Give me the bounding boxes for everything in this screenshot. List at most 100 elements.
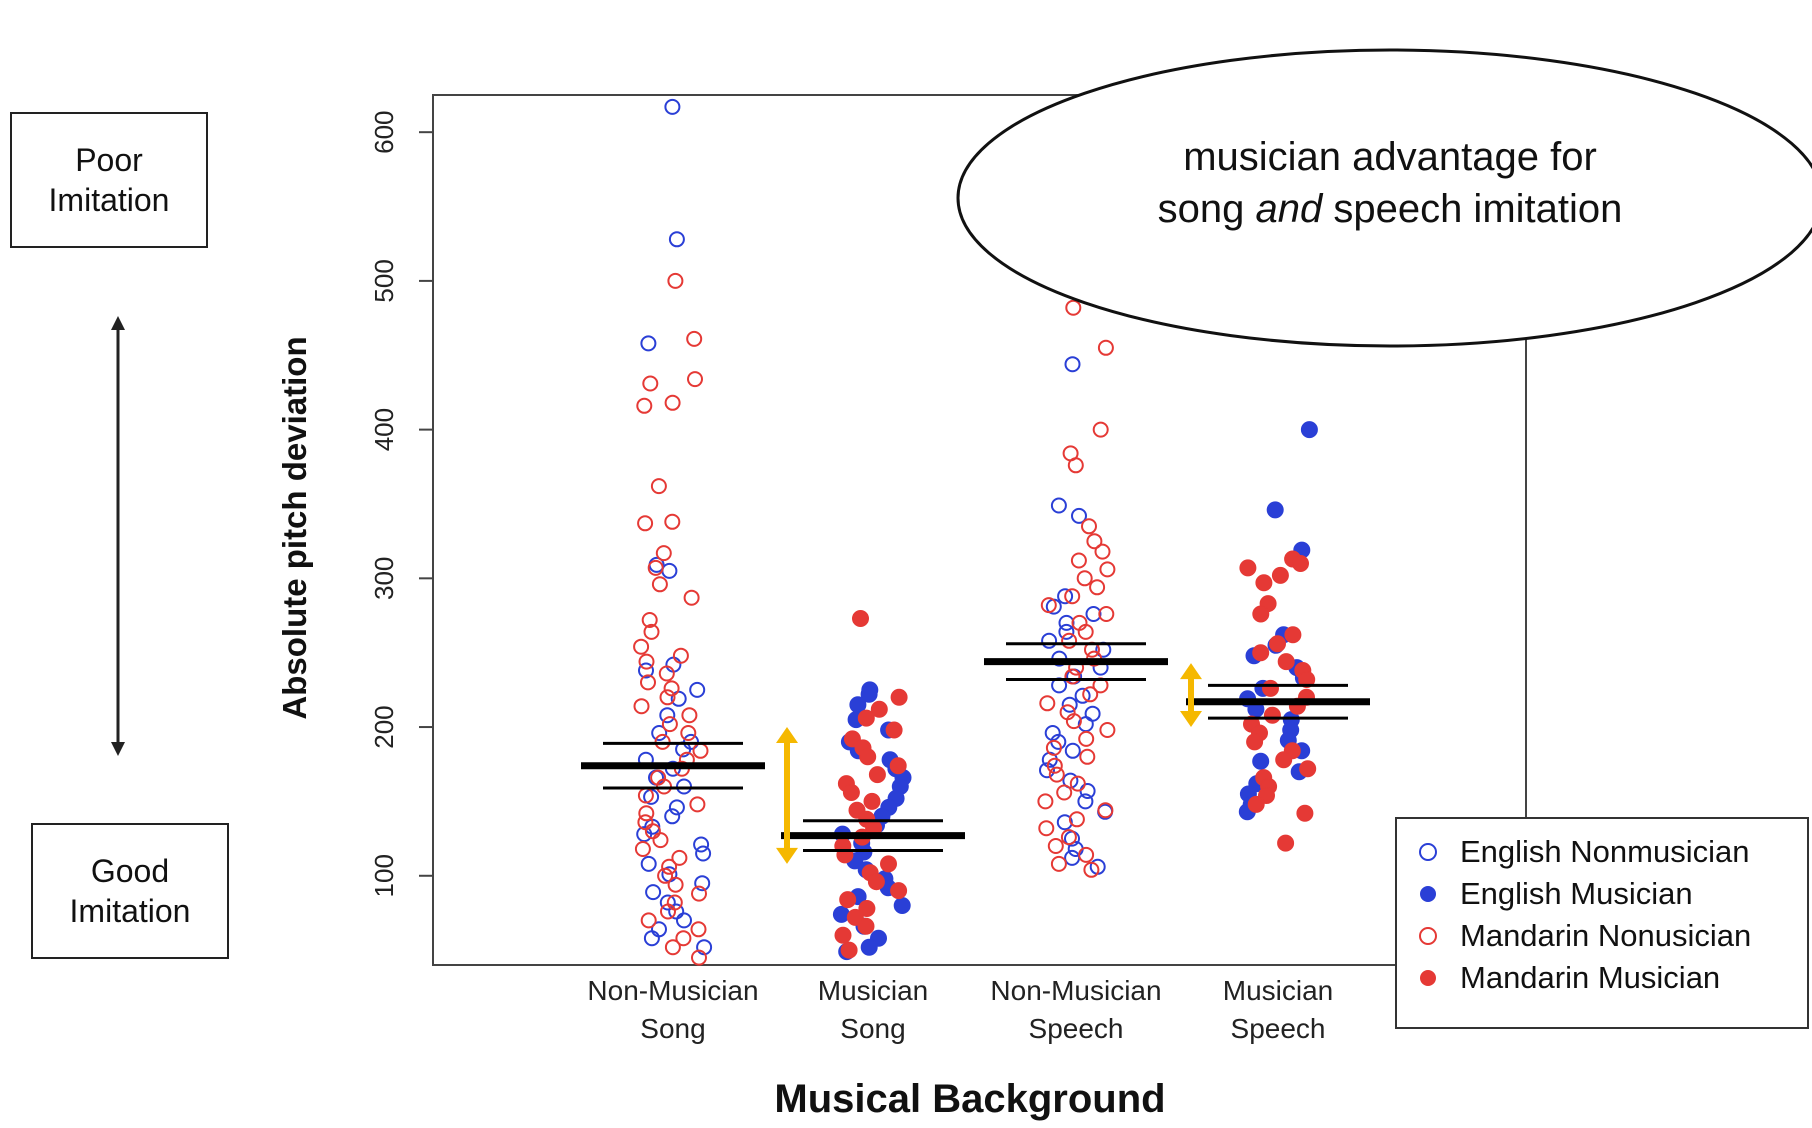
legend-marker — [1420, 886, 1436, 902]
data-point — [1057, 588, 1074, 605]
data-point — [650, 478, 667, 495]
callout-line-2-post: speech imitation — [1322, 187, 1622, 231]
data-point — [1061, 632, 1078, 649]
data-point — [647, 559, 664, 576]
data-point — [857, 709, 875, 727]
data-point — [668, 903, 685, 920]
data-point — [687, 371, 703, 388]
data-point — [1252, 644, 1270, 662]
data-point — [1078, 730, 1095, 747]
data-point — [1086, 533, 1103, 550]
legend-marker — [1419, 843, 1437, 861]
data-point — [636, 397, 653, 414]
data-point — [1099, 561, 1116, 578]
data-point — [868, 766, 886, 784]
data-point — [834, 926, 852, 944]
x-axis-title: Musical Background — [774, 1077, 1165, 1121]
data-point — [659, 707, 676, 724]
data-point — [686, 330, 703, 347]
data-point — [1038, 820, 1055, 837]
data-point — [1275, 751, 1293, 769]
legend-box — [1395, 817, 1809, 1029]
data-point — [652, 832, 669, 849]
data-point — [637, 515, 654, 532]
data-point — [659, 689, 676, 706]
x-axis: Non-Musician Song Musician Song Non-Musician… — [587, 975, 1333, 1044]
data-point — [640, 855, 657, 872]
y-axis: 100 200 300 400 500 600 — [369, 110, 433, 897]
data-point — [633, 698, 650, 715]
data-point — [691, 949, 707, 966]
data-point — [893, 897, 911, 914]
data-point — [660, 903, 676, 920]
data-point — [1076, 570, 1093, 587]
x-tick-label: Song — [640, 1013, 705, 1044]
data-point — [638, 805, 655, 822]
x-tick-label: Speech — [1231, 1013, 1326, 1044]
callout: musician advantage for song and speech i… — [956, 48, 1812, 348]
data-point — [1069, 775, 1086, 792]
data-point — [651, 576, 668, 593]
data-point — [1078, 846, 1095, 863]
data-point — [1074, 687, 1091, 704]
data-point — [1037, 793, 1054, 810]
data-point — [675, 930, 692, 947]
data-point — [640, 335, 657, 352]
y-tick-label: 500 — [369, 259, 399, 302]
data-point — [1079, 748, 1096, 765]
data-point — [1068, 811, 1085, 828]
data-point — [839, 891, 857, 909]
data-point — [1252, 752, 1270, 770]
data-point — [1083, 861, 1100, 878]
data-point — [890, 688, 908, 706]
data-point — [885, 721, 903, 739]
callout-line-1: musician advantage for — [1183, 135, 1597, 179]
data-point — [1081, 518, 1097, 535]
data-point — [691, 885, 707, 902]
data-point — [1067, 457, 1084, 474]
data-point — [1097, 339, 1114, 356]
y-tick-label: 200 — [369, 705, 399, 748]
y-tick-label: 400 — [369, 408, 399, 451]
data-point — [1064, 668, 1081, 685]
legend-label: Mandarin Musician — [1460, 960, 1720, 995]
data-point — [690, 921, 707, 938]
data-point — [840, 941, 858, 959]
data-point — [651, 725, 668, 741]
data-point — [889, 757, 907, 775]
data-point — [1061, 696, 1078, 713]
data-point — [664, 808, 681, 825]
data-point — [1262, 679, 1279, 697]
data-point — [1263, 706, 1281, 724]
data-point — [1284, 626, 1302, 644]
data-point — [694, 875, 711, 892]
y-axis-title: Absolute pitch deviation — [276, 336, 313, 719]
data-point — [867, 873, 885, 891]
data-point — [1092, 421, 1109, 438]
data-point — [842, 784, 860, 801]
data-point — [1071, 507, 1087, 524]
data-point — [1048, 766, 1065, 783]
data-point — [1064, 588, 1081, 605]
x-tick-label: Non-Musician — [990, 975, 1161, 1006]
data-point — [668, 799, 685, 816]
data-point — [672, 647, 689, 664]
difference-arrow — [1180, 663, 1202, 728]
data-point — [1050, 497, 1067, 514]
legend-marker — [1420, 970, 1436, 986]
data-point — [638, 653, 655, 670]
data-point — [1047, 838, 1064, 854]
data-point — [664, 394, 681, 411]
callout-line-2: song and speech imitation — [1158, 187, 1623, 231]
data-point — [1065, 299, 1082, 316]
data-point — [642, 375, 659, 392]
data-point — [1058, 623, 1075, 640]
data-point — [1050, 855, 1067, 872]
data-point — [640, 912, 657, 929]
legend-label: English Musician — [1460, 876, 1693, 911]
data-point — [1298, 671, 1316, 688]
data-point — [689, 796, 706, 813]
data-point — [1064, 356, 1081, 373]
x-tick-label: Speech — [1029, 1013, 1124, 1044]
